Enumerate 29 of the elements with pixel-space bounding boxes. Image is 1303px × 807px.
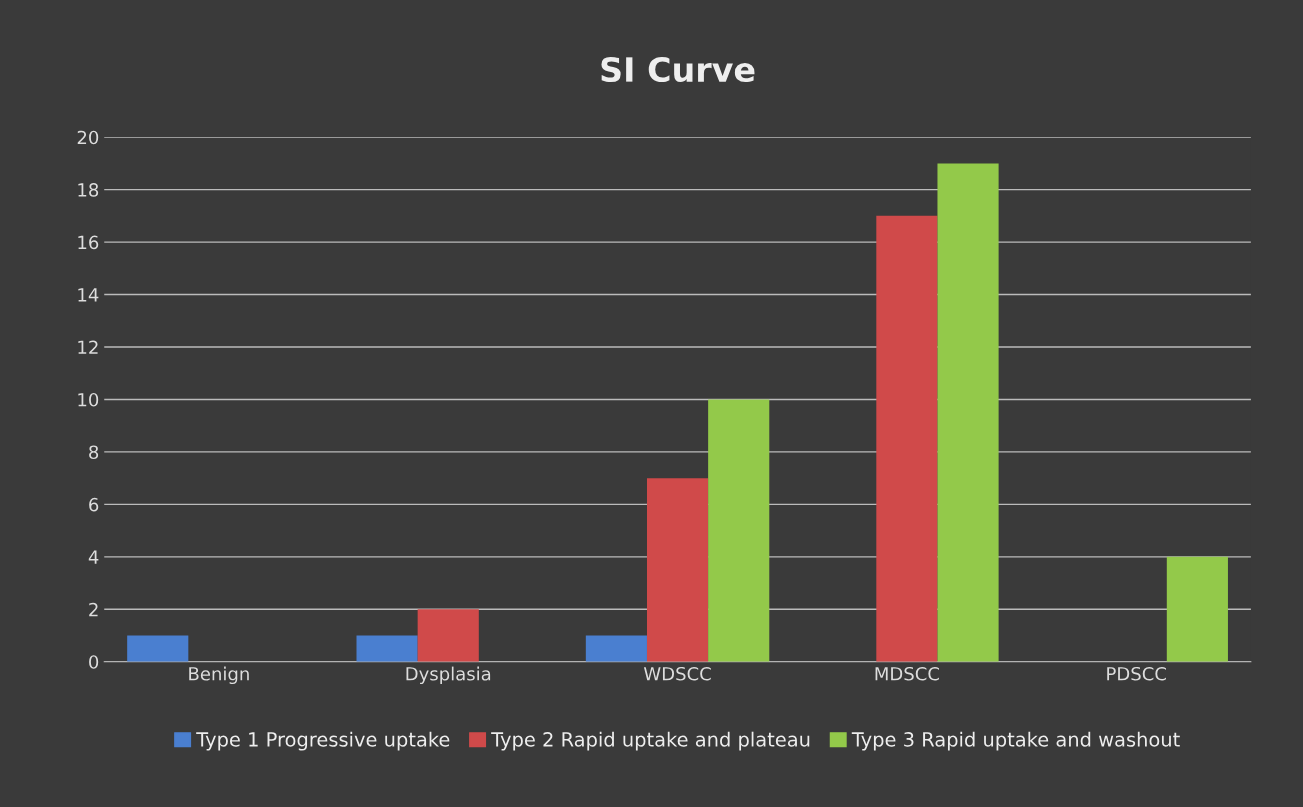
y-tick-label: 16 <box>78 235 99 250</box>
x-tick-label: Benign <box>189 666 249 685</box>
bar <box>127 635 189 662</box>
chart-title: SI Curve <box>601 56 755 83</box>
bar <box>417 609 479 662</box>
x-tick-label: MDSCC <box>875 666 939 681</box>
bar <box>356 635 418 662</box>
x-tick-label: Dysplasia <box>406 666 491 685</box>
y-tick-label: 20 <box>77 130 99 145</box>
y-tick-label: 14 <box>78 288 99 302</box>
y-tick-label: 4 <box>88 550 99 564</box>
bar <box>585 635 647 662</box>
y-tick-label: 6 <box>89 497 99 512</box>
y-tick-label: 8 <box>89 445 99 460</box>
bar <box>937 163 999 662</box>
legend-label: Type 2 Rapid uptake and plateau <box>491 731 810 751</box>
bar <box>1166 556 1228 662</box>
y-tick-label: 18 <box>78 183 99 197</box>
legend-label: Type 1 Progressive uptake <box>196 731 450 751</box>
bar <box>876 215 938 662</box>
y-tick-label: 2 <box>89 602 98 617</box>
bar <box>646 478 709 662</box>
y-tick-label: 0 <box>89 655 99 669</box>
bar <box>708 399 770 662</box>
x-tick-label: WDSCC <box>643 666 711 681</box>
y-tick-label: 12 <box>78 340 98 354</box>
x-tick-label: PDSCC <box>1107 666 1166 681</box>
legend-label: Type 3 Rapid uptake and washout <box>851 731 1180 751</box>
y-tick-label: 10 <box>78 392 99 407</box>
